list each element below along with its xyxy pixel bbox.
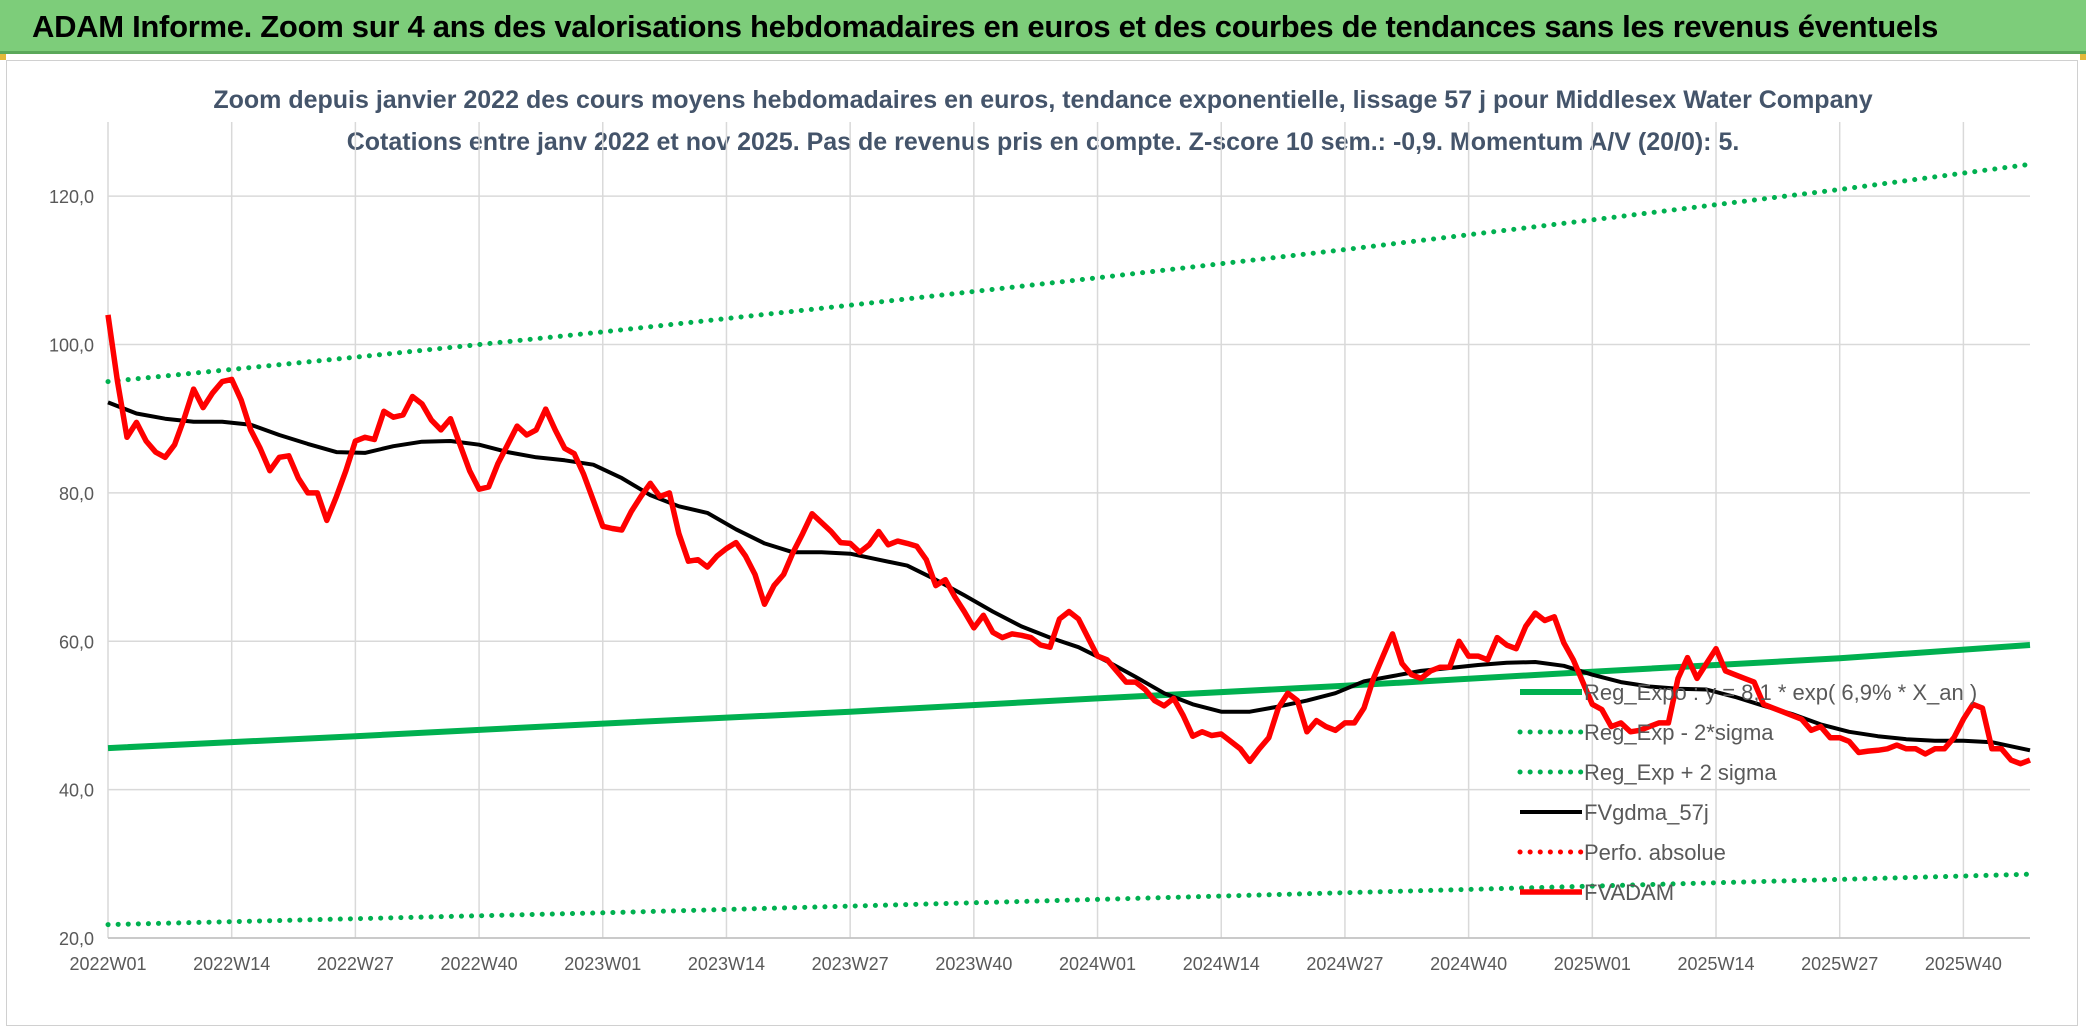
x-tick-label: 2025W40 (1925, 954, 2002, 974)
chart-subtitle: Cotations entre janv 2022 et nov 2025. P… (346, 128, 1740, 156)
report-title: ADAM Informe. Zoom sur 4 ans des valoris… (32, 9, 1939, 44)
x-tick-label: 2022W01 (69, 954, 146, 974)
x-tick-label: 2023W27 (812, 954, 889, 974)
x-tick-label: 2023W14 (688, 954, 765, 974)
x-tick-label: 2023W40 (935, 954, 1012, 974)
x-tick-label: 2022W27 (317, 954, 394, 974)
x-tick-label: 2024W40 (1430, 954, 1507, 974)
y-tick-label: 20,0 (59, 929, 94, 949)
y-tick-label: 100,0 (49, 336, 94, 356)
x-tick-label: 2023W01 (564, 954, 641, 974)
price-line (105, 314, 2031, 767)
report-banner: ADAM Informe. Zoom sur 4 ans des valoris… (0, 0, 2086, 54)
y-tick-label: 80,0 (59, 484, 94, 504)
x-tick-label: 2025W27 (1801, 954, 1878, 974)
legend-label: Perfo. absolue (1584, 840, 1726, 865)
x-tick-label: 2024W14 (1183, 954, 1260, 974)
upper-band-line (105, 161, 2033, 385)
corner-accent-left (0, 54, 6, 60)
x-tick-label: 2025W14 (1677, 954, 1754, 974)
chart-area-frame (6, 60, 2078, 1026)
legend-label: FVgdma_57j (1584, 800, 1709, 825)
legend-label: Reg_Exp + 2 sigma (1584, 760, 1777, 785)
y-tick-label: 40,0 (59, 781, 94, 801)
y-tick-label: 60,0 (59, 632, 94, 652)
legend-label: Reg_Exp - 2*sigma (1584, 720, 1774, 745)
legend-label: FVADAM (1584, 880, 1674, 905)
trend-line (107, 642, 2031, 752)
x-tick-label: 2024W27 (1306, 954, 1383, 974)
y-tick-label: 120,0 (49, 187, 94, 207)
x-tick-label: 2022W14 (193, 954, 270, 974)
x-tick-label: 2022W40 (441, 954, 518, 974)
chart-title: Zoom depuis janvier 2022 des cours moyen… (213, 86, 1873, 114)
corner-accent-right (2080, 54, 2086, 60)
moving-average-line (107, 400, 2031, 753)
lower-band-line (105, 871, 2033, 928)
x-tick-label: 2024W01 (1059, 954, 1136, 974)
legend-label: Reg_Expo : y = 8,1 * exp( 6,9% * X_an ) (1584, 680, 1977, 705)
x-tick-label: 2025W01 (1554, 954, 1631, 974)
